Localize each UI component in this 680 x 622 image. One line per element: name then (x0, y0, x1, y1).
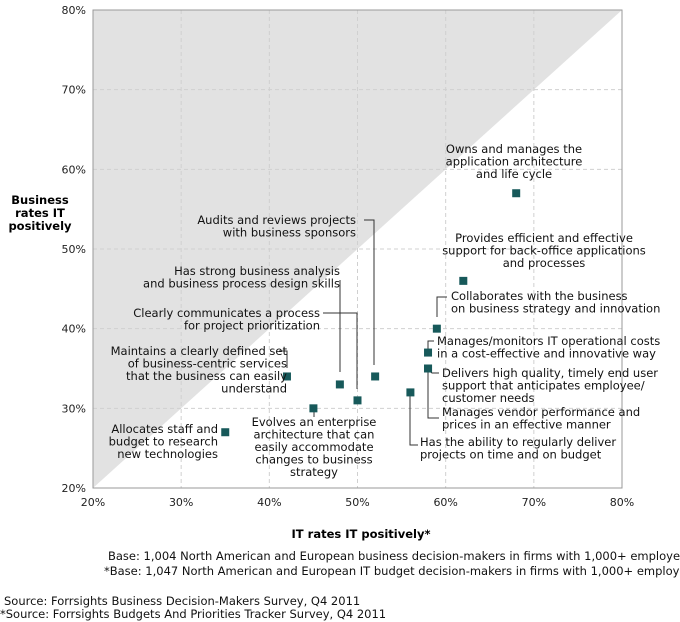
y-axis-title: Business rates IT positively (8, 193, 72, 233)
data-point-label: Evolves an enterprise architecture that c… (252, 415, 377, 479)
data-point-label: Audits and reviews projects with business… (197, 213, 356, 240)
data-point-marker (459, 276, 468, 285)
y-tick-label: 30% (62, 402, 86, 415)
x-tick-label: 80% (610, 496, 634, 509)
data-point-label: Allocates staff and budget to research new… (109, 422, 218, 461)
data-point-label: Collaborates with the business on busines… (451, 289, 660, 316)
data-point-marker (424, 364, 433, 373)
y-tick-label: 70% (62, 84, 86, 97)
data-point-label: Manages/monitors IT operational costs in … (437, 334, 660, 361)
leader-line (427, 340, 434, 349)
y-tick-label: 80% (62, 4, 86, 17)
x-tick-label: 40% (257, 496, 281, 509)
data-point-label: Has strong business analysis and business… (143, 264, 340, 291)
data-point-label: Maintains a clearly defined set of busine… (111, 344, 288, 396)
y-tick-label: 20% (62, 482, 86, 495)
data-point-marker (424, 348, 433, 357)
data-point-marker (282, 372, 291, 381)
source-note-it: *Source: Forrsights Budgets And Prioriti… (0, 607, 387, 621)
x-tick-label: 60% (433, 496, 457, 509)
source-note-business: Source: Forrsights Business Decision-Mak… (4, 594, 361, 608)
data-point-marker (353, 396, 362, 405)
base-note-business: Base: 1,004 North American and European … (108, 549, 680, 563)
base-note-it: *Base: 1,047 North American and European… (104, 564, 680, 578)
data-point-label: Provides efficient and effective support … (442, 231, 646, 270)
data-point-marker (309, 404, 318, 413)
leader-line (323, 312, 358, 389)
leader-line (427, 371, 439, 419)
y-tick-label: 40% (62, 323, 86, 336)
plot-frame (92, 9, 623, 489)
data-point-marker (432, 324, 441, 333)
x-tick-label: 50% (345, 496, 369, 509)
data-point-label: Clearly communicates a process for projec… (133, 306, 320, 333)
x-tick-label: 70% (522, 496, 546, 509)
leader-line (409, 394, 418, 446)
data-point-marker (371, 372, 380, 381)
leader-line (436, 296, 447, 317)
leader-line (364, 219, 375, 365)
data-point-marker (335, 380, 344, 389)
leader-line (279, 350, 288, 368)
data-point-marker (406, 388, 415, 397)
x-tick-label: 20% (81, 496, 105, 509)
x-axis-title: IT rates IT positively* (292, 527, 431, 541)
data-point-label: Manages vendor performance and prices in … (442, 405, 640, 432)
x-tick-label: 30% (169, 496, 193, 509)
data-point-label: Has the ability to regularly deliver proj… (420, 435, 616, 462)
y-tick-label: 50% (62, 243, 86, 256)
data-point-label: Delivers high quality, timely end user su… (442, 366, 658, 405)
data-point-marker (512, 189, 521, 198)
data-point-marker (221, 428, 230, 437)
data-point-label: Owns and manages the application architec… (446, 142, 583, 181)
y-tick-label: 60% (62, 163, 86, 176)
